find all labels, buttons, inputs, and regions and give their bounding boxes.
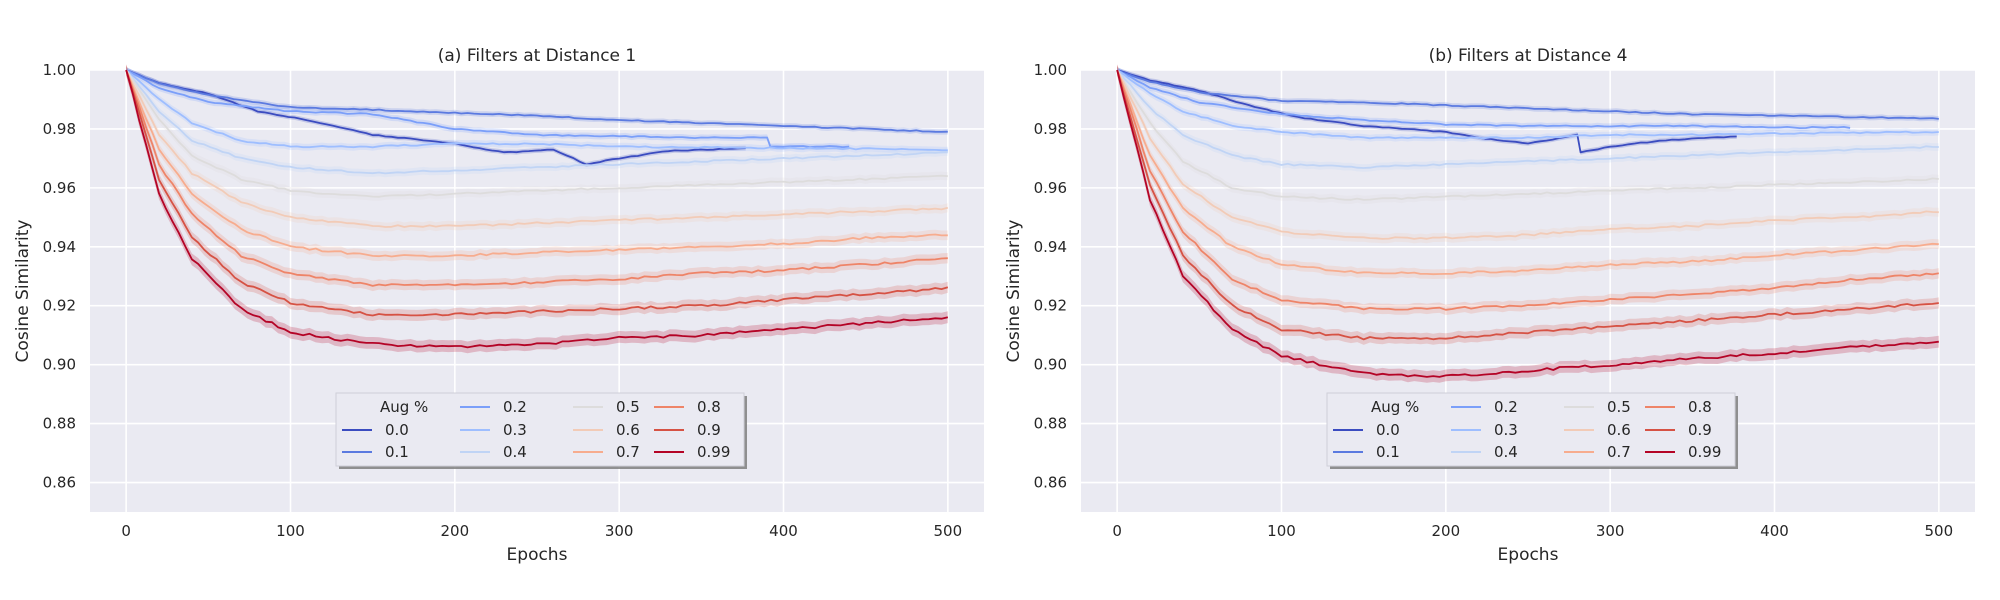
series-line-0.9 xyxy=(125,69,949,317)
legend-label-0.9: 0.9 xyxy=(697,421,721,439)
legend-label-0.99: 0.99 xyxy=(697,443,730,461)
y-tick-label: 0.98 xyxy=(43,120,76,138)
series-line-0.4 xyxy=(125,69,948,175)
legend-label-0.3: 0.3 xyxy=(503,421,527,439)
y-tick-labels: 0.86 0.88 0.90 0.92 0.94 0.96 0.98 1.00 xyxy=(1034,61,1067,492)
series-line-0.2 xyxy=(1116,69,1851,129)
legend-label-0.3: 0.3 xyxy=(1494,421,1518,439)
legend-title: Aug % xyxy=(380,398,428,416)
series-line-0.4 xyxy=(1116,69,1939,169)
series-line-0.8 xyxy=(1116,69,1939,311)
legend-label-0.9: 0.9 xyxy=(1688,421,1712,439)
x-tick-label: 100 xyxy=(1267,522,1296,540)
legend-label-0.7: 0.7 xyxy=(1607,443,1631,461)
legend-title: Aug % xyxy=(1371,398,1419,416)
y-tick-label: 0.94 xyxy=(43,238,76,256)
y-tick-label: 0.96 xyxy=(1034,179,1067,197)
legend-label-0.0: 0.0 xyxy=(385,421,409,439)
x-axis-label: Epochs xyxy=(1498,545,1559,565)
legend-label-0.1: 0.1 xyxy=(1376,443,1400,461)
legend-label-0.4: 0.4 xyxy=(503,443,527,461)
series-band-0.7 xyxy=(126,65,948,262)
x-tick-label: 500 xyxy=(1925,522,1954,540)
x-tick-label: 0 xyxy=(121,522,131,540)
series-lines xyxy=(125,69,949,349)
chart-title: (b) Filters at Distance 4 xyxy=(1429,46,1628,66)
legend-label-0.1: 0.1 xyxy=(385,443,409,461)
series-line-0.6 xyxy=(125,69,949,228)
y-tick-label: 0.86 xyxy=(1034,474,1067,492)
legend-label-0.6: 0.6 xyxy=(616,421,640,439)
series-band-0.3 xyxy=(126,66,948,154)
legend-label-0.6: 0.6 xyxy=(1607,421,1631,439)
y-axis-label: Cosine Similarity xyxy=(1004,220,1024,363)
series-band-0.6 xyxy=(126,65,948,232)
y-tick-label: 0.90 xyxy=(43,356,76,374)
y-tick-label: 1.00 xyxy=(43,61,76,79)
chart-panel-a: 0 100 200 300 400 500 0.86 0.88 0.90 0.92 0.94 0.9… xyxy=(13,46,984,565)
x-tick-label: 200 xyxy=(1432,522,1461,540)
series-line-0.9 xyxy=(1116,69,1939,341)
legend: Aug % 0.0 0.1 0.2 0.3 0.4 0.5 0.6 0.7 0.8 0.9 0.99 xyxy=(335,392,747,469)
series-line-0.3 xyxy=(125,69,948,152)
chart-panel-b: 0 100 200 300 400 500 0.86 0.88 0.90 0.92 0.94 0.9… xyxy=(1004,46,1975,565)
series-band-0.3 xyxy=(1117,66,1939,142)
legend-label-0.5: 0.5 xyxy=(1607,398,1631,416)
x-tick-label: 200 xyxy=(441,522,470,540)
series-line-0.1 xyxy=(125,69,948,133)
series-line-0.99 xyxy=(125,69,949,349)
legend-label-0.5: 0.5 xyxy=(616,398,640,416)
legend-label-0.8: 0.8 xyxy=(697,398,721,416)
series-line-0.0 xyxy=(125,69,746,166)
x-tick-label: 0 xyxy=(1112,522,1122,540)
legend-label-0.0: 0.0 xyxy=(1376,421,1400,439)
legend-label-0.7: 0.7 xyxy=(616,443,640,461)
series-line-0.6 xyxy=(1116,69,1939,240)
x-tick-label: 300 xyxy=(1596,522,1625,540)
y-tick-labels: 0.86 0.88 0.90 0.92 0.94 0.96 0.98 1.00 xyxy=(43,61,76,492)
x-tick-label: 100 xyxy=(276,522,305,540)
legend-label-0.99: 0.99 xyxy=(1688,443,1721,461)
y-tick-label: 0.88 xyxy=(1034,415,1067,433)
legend-label-0.8: 0.8 xyxy=(1688,398,1712,416)
series-line-0.7 xyxy=(125,69,948,258)
series-line-0.2 xyxy=(125,69,850,149)
legend-label-0.4: 0.4 xyxy=(1494,443,1518,461)
x-axis-label: Epochs xyxy=(507,545,568,565)
series-line-0.3 xyxy=(1116,69,1939,140)
x-tick-label: 400 xyxy=(1760,522,1789,540)
series-lines xyxy=(1116,69,1939,378)
x-tick-labels: 0 100 200 300 400 500 xyxy=(1112,522,1953,540)
x-tick-label: 500 xyxy=(934,522,963,540)
y-tick-label: 0.86 xyxy=(43,474,76,492)
series-line-0.0 xyxy=(1116,69,1737,154)
series-line-0.5 xyxy=(1116,69,1939,201)
y-tick-label: 1.00 xyxy=(1034,61,1067,79)
y-tick-label: 0.98 xyxy=(1034,120,1067,138)
x-tick-labels: 0 100 200 300 400 500 xyxy=(121,522,962,540)
y-tick-label: 0.94 xyxy=(1034,238,1067,256)
legend-label-0.2: 0.2 xyxy=(503,398,527,416)
x-tick-label: 300 xyxy=(605,522,634,540)
series-line-0.1 xyxy=(1116,69,1939,120)
legend: Aug % 0.0 0.1 0.2 0.3 0.4 0.5 0.6 0.7 0.8 0.9 0.99 xyxy=(1326,392,1738,469)
chart-title: (a) Filters at Distance 1 xyxy=(438,46,637,66)
series-band-0.99 xyxy=(126,64,948,354)
series-line-0.5 xyxy=(125,69,948,198)
y-tick-label: 0.96 xyxy=(43,179,76,197)
series-line-0.8 xyxy=(125,69,948,287)
series-line-0.99 xyxy=(1116,69,1939,378)
y-tick-label: 0.90 xyxy=(1034,356,1067,374)
y-axis-label: Cosine Similarity xyxy=(13,220,33,363)
series-band-0.8 xyxy=(126,64,948,292)
series-band-0.99 xyxy=(1117,64,1939,383)
legend-label-0.2: 0.2 xyxy=(1494,398,1518,416)
series-band-0.1 xyxy=(1117,67,1939,122)
y-tick-label: 0.92 xyxy=(1034,297,1067,315)
series-line-0.7 xyxy=(1116,69,1939,276)
y-tick-label: 0.92 xyxy=(43,297,76,315)
y-tick-label: 0.88 xyxy=(43,415,76,433)
x-tick-label: 400 xyxy=(769,522,798,540)
